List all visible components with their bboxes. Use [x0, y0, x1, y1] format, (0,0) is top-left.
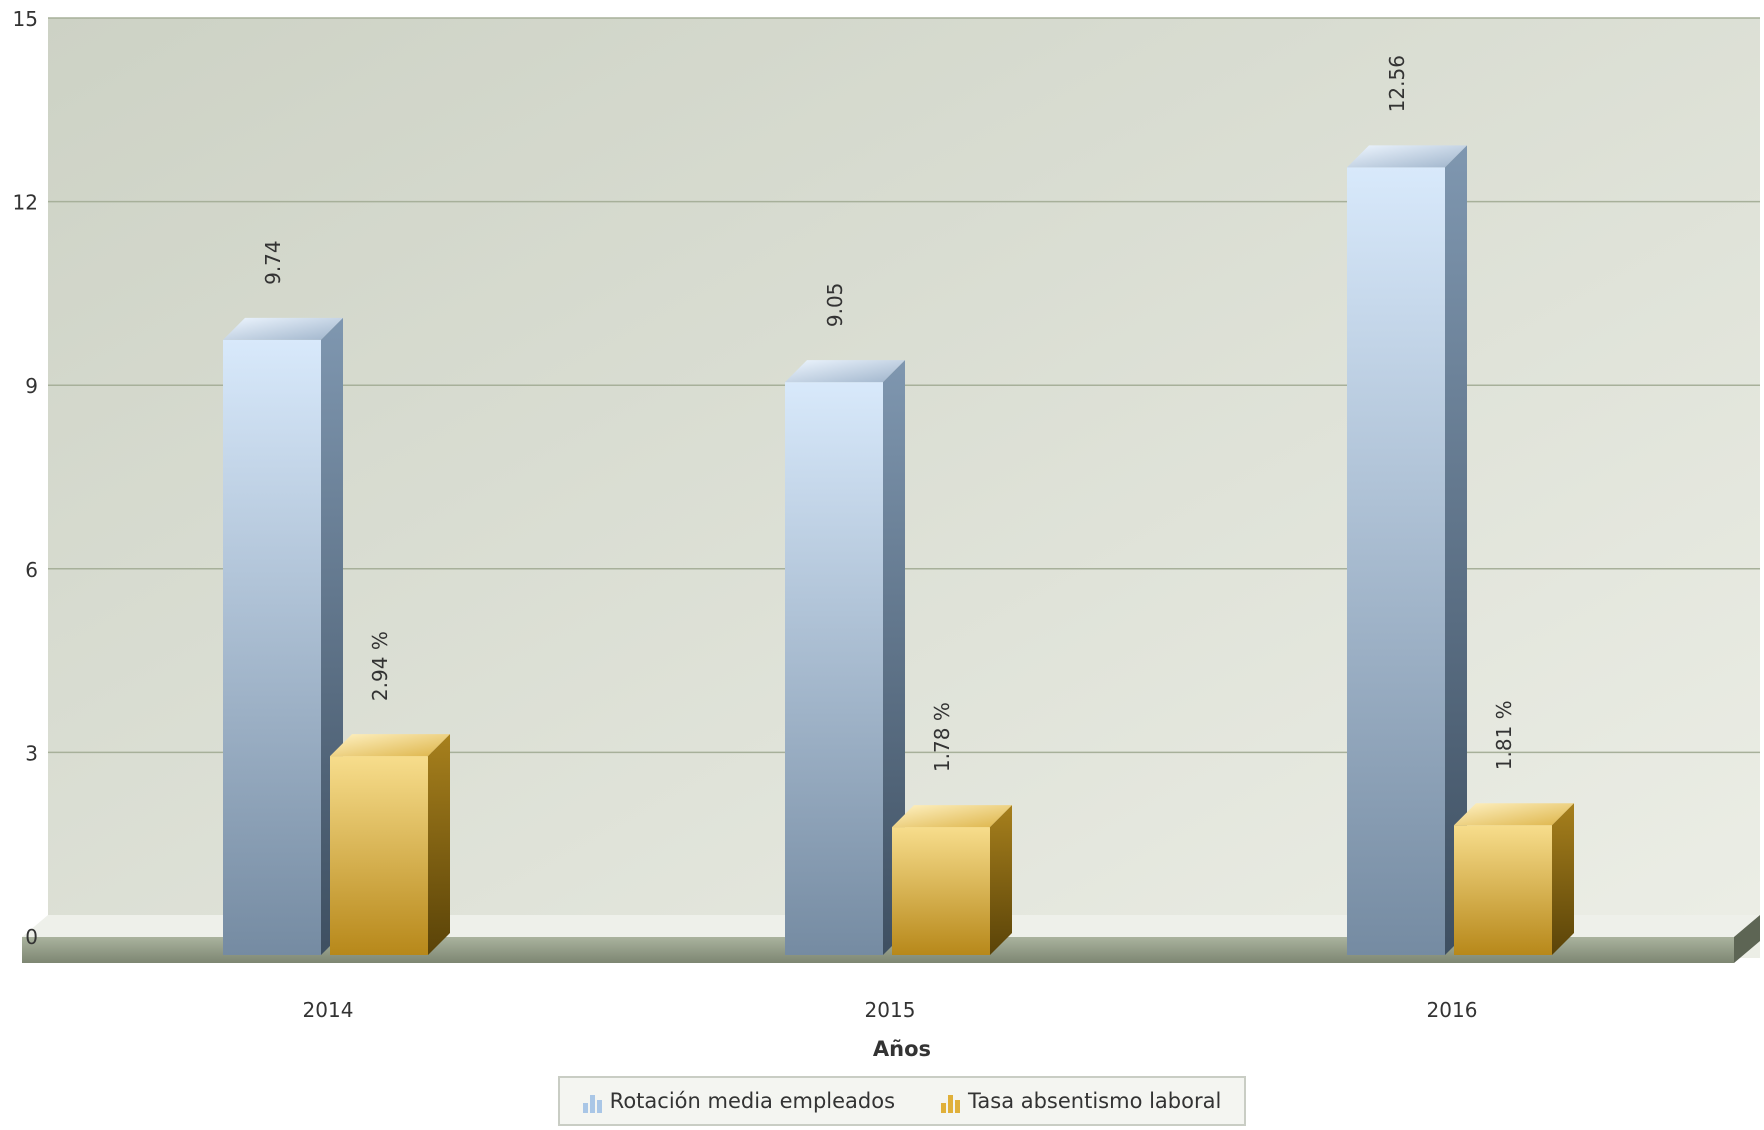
floor-side [1734, 915, 1760, 963]
data-label-2016-series-2: 1.81 % [1492, 700, 1516, 770]
data-label-2014-series-2: 2.94 % [368, 631, 392, 701]
y-tick-label: 6 [25, 558, 38, 582]
bar-2015-series-1 [785, 382, 883, 955]
y-tick-label: 15 [13, 7, 38, 31]
y-tick-label: 0 [25, 925, 38, 949]
bar-chart-icon [582, 1089, 602, 1113]
bar-side-2014-series-2 [428, 734, 450, 955]
bar-2016-series-1 [1347, 167, 1445, 955]
bar-2016-series-2 [1454, 825, 1552, 955]
legend-label-series-2: Tasa absentismo laboral [968, 1089, 1222, 1113]
bar-2014-series-2 [330, 756, 428, 955]
data-label-2016-series-1: 12.56 [1385, 55, 1409, 112]
bar-top-2015-series-1 [785, 360, 905, 383]
y-tick-label: 12 [13, 191, 38, 215]
legend-item-series-2[interactable]: Tasa absentismo laboral [941, 1089, 1221, 1113]
bar-top-2014-series-1 [223, 317, 343, 340]
data-label-2015-series-2: 1.78 % [930, 702, 954, 772]
legend-label-series-1: Rotación media empleados [609, 1089, 896, 1113]
bar-2014-series-1 [223, 339, 321, 955]
y-tick-label: 9 [25, 374, 38, 398]
bar-top-2014-series-2 [330, 734, 450, 757]
y-tick-label: 3 [25, 741, 38, 765]
x-tick-label: 2015 [865, 998, 916, 1022]
bar-top-2016-series-2 [1454, 803, 1574, 826]
x-tick-label: 2014 [303, 998, 354, 1022]
bar-top-2015-series-2 [892, 805, 1012, 828]
bar-2015-series-2 [892, 827, 990, 955]
legend-item-series-1[interactable]: Rotación media empleados [582, 1089, 896, 1113]
bar-side-2016-series-1 [1445, 145, 1467, 955]
legend: Rotación media empleados Tasa absentismo… [558, 1076, 1246, 1126]
bar-chart-icon [941, 1089, 961, 1113]
bar-top-2016-series-1 [1347, 145, 1467, 168]
bar-side-2015-series-1 [883, 360, 905, 955]
data-label-2014-series-1: 9.74 [261, 240, 285, 285]
bar-side-2016-series-2 [1552, 803, 1574, 955]
x-tick-label: 2016 [1427, 998, 1478, 1022]
data-label-2015-series-1: 9.05 [823, 283, 847, 328]
bar-side-2015-series-2 [990, 805, 1012, 955]
x-axis-title: Años [873, 1037, 931, 1061]
